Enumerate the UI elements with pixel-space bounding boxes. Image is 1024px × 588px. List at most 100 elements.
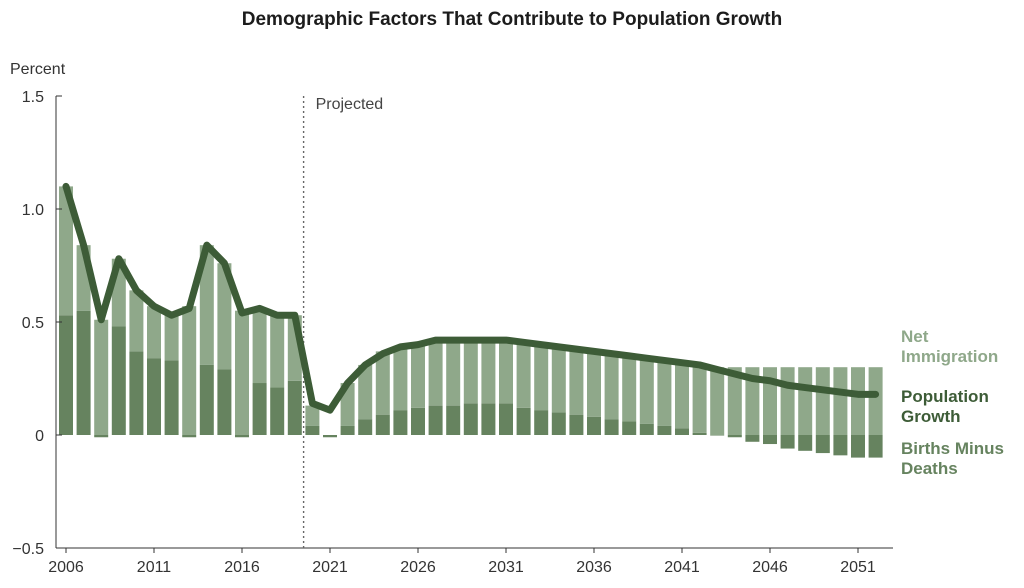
legend-births-minus-deaths: Births Minus Deaths xyxy=(901,439,1004,479)
bar-births-2048 xyxy=(798,435,813,451)
bar-births-2051 xyxy=(851,435,865,458)
bar-births-2029 xyxy=(463,403,478,435)
bar-births-2025 xyxy=(393,410,408,435)
bar-net-immigration-2026 xyxy=(411,344,425,408)
legend-net-immigration: Net Immigration xyxy=(901,327,998,367)
bar-net-immigration-2016 xyxy=(235,310,249,435)
bar-net-immigration-2040 xyxy=(657,358,672,426)
bar-net-immigration-2008 xyxy=(94,319,109,435)
bar-births-2019 xyxy=(287,380,302,435)
bar-net-immigration-2049 xyxy=(815,367,830,435)
bar-births-2023 xyxy=(358,419,373,435)
bar-births-2047 xyxy=(780,435,795,449)
bar-births-2045 xyxy=(745,435,760,442)
x-tick-label: 2031 xyxy=(488,559,524,576)
bar-net-immigration-2030 xyxy=(481,340,496,404)
bar-births-2013 xyxy=(182,435,197,438)
bar-net-immigration-2048 xyxy=(798,367,813,435)
bar-births-2030 xyxy=(481,403,496,435)
bar-births-2043 xyxy=(710,435,725,436)
bar-net-immigration-2035 xyxy=(569,346,584,415)
bar-net-immigration-2047 xyxy=(780,367,795,435)
bar-net-immigration-2028 xyxy=(446,340,461,406)
y-tick-label: −0.5 xyxy=(12,541,44,558)
bar-births-2028 xyxy=(446,405,461,435)
bar-births-2050 xyxy=(833,435,848,456)
legend-births-line2: Deaths xyxy=(901,459,958,478)
y-tick-label: 0 xyxy=(35,428,44,445)
projection-label: Projected xyxy=(316,96,384,113)
bar-births-2016 xyxy=(235,435,249,438)
bar-births-2017 xyxy=(252,383,267,435)
x-tick-label: 2051 xyxy=(840,559,876,576)
bar-net-immigration-2006 xyxy=(59,186,73,316)
bar-net-immigration-2014 xyxy=(199,245,214,365)
legend-births-line1: Births Minus xyxy=(901,439,1004,458)
bar-net-immigration-2042 xyxy=(692,364,707,433)
bar-net-immigration-2029 xyxy=(463,340,478,404)
y-axis-title: Percent xyxy=(10,61,66,78)
bar-net-immigration-2013 xyxy=(182,306,197,435)
x-tick-label: 2016 xyxy=(224,559,260,576)
bar-net-immigration-2023 xyxy=(358,364,373,420)
bar-births-2012 xyxy=(164,360,179,435)
x-tick-label: 2006 xyxy=(48,559,84,576)
bar-births-2040 xyxy=(657,425,672,435)
line-layer xyxy=(62,182,880,414)
bar-net-immigration-2012 xyxy=(164,312,179,361)
bar-net-immigration-2051 xyxy=(851,367,865,435)
bar-births-2035 xyxy=(569,414,584,435)
bar-births-2021 xyxy=(323,435,337,438)
bar-net-immigration-2036 xyxy=(587,349,601,417)
y-tick-label: 0.5 xyxy=(22,315,44,332)
bar-net-immigration-2039 xyxy=(639,355,654,424)
axes xyxy=(55,95,893,553)
legend-net-line1: Net xyxy=(901,327,929,346)
x-tick-label: 2026 xyxy=(400,559,436,576)
bar-births-2014 xyxy=(199,364,214,435)
x-tick-label: 2036 xyxy=(576,559,612,576)
bar-births-2015 xyxy=(217,369,232,435)
bar-net-immigration-2027 xyxy=(428,342,443,406)
bar-births-2026 xyxy=(411,407,425,435)
bar-births-2037 xyxy=(604,419,619,435)
x-tick-label: 2011 xyxy=(137,559,172,576)
bar-births-2034 xyxy=(551,412,566,435)
bar-births-2006 xyxy=(59,315,73,435)
bar-births-2009 xyxy=(111,326,126,435)
bar-net-immigration-2045 xyxy=(745,367,760,435)
bar-net-immigration-2024 xyxy=(375,351,390,415)
bar-net-immigration-2033 xyxy=(534,342,549,411)
bar-births-2049 xyxy=(815,435,830,454)
bar-net-immigration-2041 xyxy=(675,360,689,429)
bar-births-2052 xyxy=(868,435,883,458)
bar-births-2027 xyxy=(428,405,443,435)
legend-pop-line1: Population xyxy=(901,387,989,406)
bar-births-2018 xyxy=(270,387,285,435)
population-growth-line xyxy=(62,182,880,414)
chart-title: Demographic Factors That Contribute to P… xyxy=(241,9,783,30)
bar-net-immigration-2037 xyxy=(604,351,619,420)
bar-births-2038 xyxy=(622,421,637,435)
bar-births-2044 xyxy=(727,435,742,438)
bar-births-2024 xyxy=(375,414,390,435)
x-tick-label: 2046 xyxy=(752,559,788,576)
legend-population-growth: Population Growth xyxy=(901,387,989,427)
bar-net-immigration-2052 xyxy=(868,367,883,435)
bars-layer xyxy=(59,186,883,458)
bar-births-2008 xyxy=(94,435,109,438)
bar-net-immigration-2050 xyxy=(833,367,848,435)
bar-net-immigration-2017 xyxy=(252,308,267,384)
bar-births-2046 xyxy=(763,435,777,445)
bar-net-immigration-2044 xyxy=(727,367,742,435)
bar-net-immigration-2032 xyxy=(516,342,531,408)
bar-births-2010 xyxy=(129,351,144,435)
bar-net-immigration-2015 xyxy=(217,263,232,370)
bar-net-immigration-2034 xyxy=(551,344,566,413)
y-tick-label: 1.0 xyxy=(22,202,44,219)
bar-births-2031 xyxy=(499,403,513,435)
bar-net-immigration-2010 xyxy=(129,290,144,352)
bar-births-2041 xyxy=(675,428,689,435)
